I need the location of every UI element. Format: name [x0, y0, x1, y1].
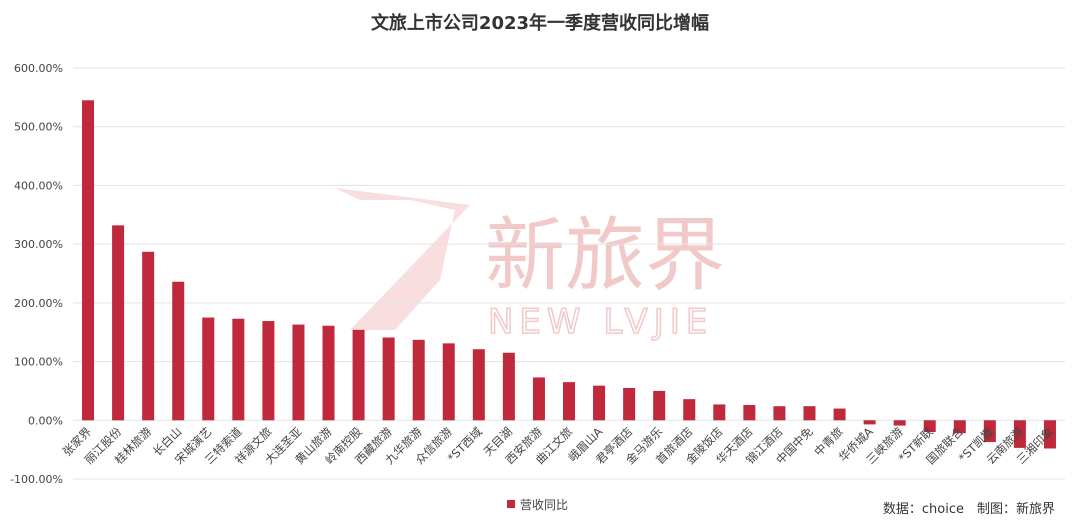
- bar: [112, 225, 125, 421]
- source-note: 数据：choice 制图：新旅界: [883, 501, 1055, 517]
- watermark: 新旅界 NEW LVJIE: [335, 188, 725, 343]
- bar: [142, 251, 155, 421]
- bar: [893, 420, 906, 426]
- bar: [683, 399, 696, 421]
- bar: [593, 385, 606, 421]
- bar: [502, 352, 515, 421]
- bar: [863, 420, 876, 425]
- y-tick-label: -100.00%: [10, 473, 63, 486]
- y-tick-label: 200.00%: [14, 297, 63, 310]
- bar: [923, 420, 936, 433]
- y-tick-label: 600.00%: [14, 62, 63, 75]
- bar: [472, 349, 485, 421]
- watermark-cn: 新旅界: [485, 209, 725, 302]
- bar: [82, 100, 95, 421]
- watermark-logo: [335, 188, 470, 330]
- bars: [82, 100, 1056, 449]
- bar: [532, 377, 545, 421]
- legend-swatch: [507, 500, 515, 508]
- bar: [442, 343, 455, 421]
- y-tick-label: 100.00%: [14, 356, 63, 369]
- bar: [352, 329, 365, 421]
- bar: [382, 337, 395, 421]
- bar: [232, 318, 245, 421]
- bar: [803, 406, 816, 421]
- bar: [202, 317, 215, 421]
- bar: [653, 390, 666, 421]
- watermark-en: NEW LVJIE: [488, 302, 713, 342]
- chart-title: 文旅上市公司2023年一季度营收同比增幅: [371, 12, 709, 34]
- y-tick-label: 500.00%: [14, 121, 63, 134]
- y-tick-label: 300.00%: [14, 238, 63, 251]
- bar: [983, 420, 996, 443]
- bar: [412, 339, 425, 421]
- y-tick-label: 0.00%: [28, 414, 63, 427]
- bar: [773, 406, 786, 421]
- legend: 营收同比: [507, 498, 568, 512]
- bar: [1013, 420, 1026, 448]
- bar: [563, 382, 575, 421]
- bar: [743, 405, 756, 421]
- bar: [833, 408, 846, 421]
- bar: [262, 321, 275, 421]
- bar: [322, 325, 335, 421]
- bar: [623, 387, 636, 421]
- y-tick-label: 400.00%: [14, 179, 63, 192]
- bar: [1043, 420, 1056, 449]
- bar: [292, 324, 305, 421]
- bar: [713, 404, 726, 421]
- bar: [953, 420, 966, 434]
- legend-label: 营收同比: [520, 498, 568, 512]
- y-axis: -100.00% 0.00% 100.00% 200.00% 300.00% 400.00…: [10, 62, 63, 486]
- bar: [172, 281, 185, 421]
- x-axis: 张家界丽江股份桂林旅游长白山宋城演艺三特索道祥源文旅大连圣亚黄山旅游岭南控股西藏…: [60, 424, 1056, 467]
